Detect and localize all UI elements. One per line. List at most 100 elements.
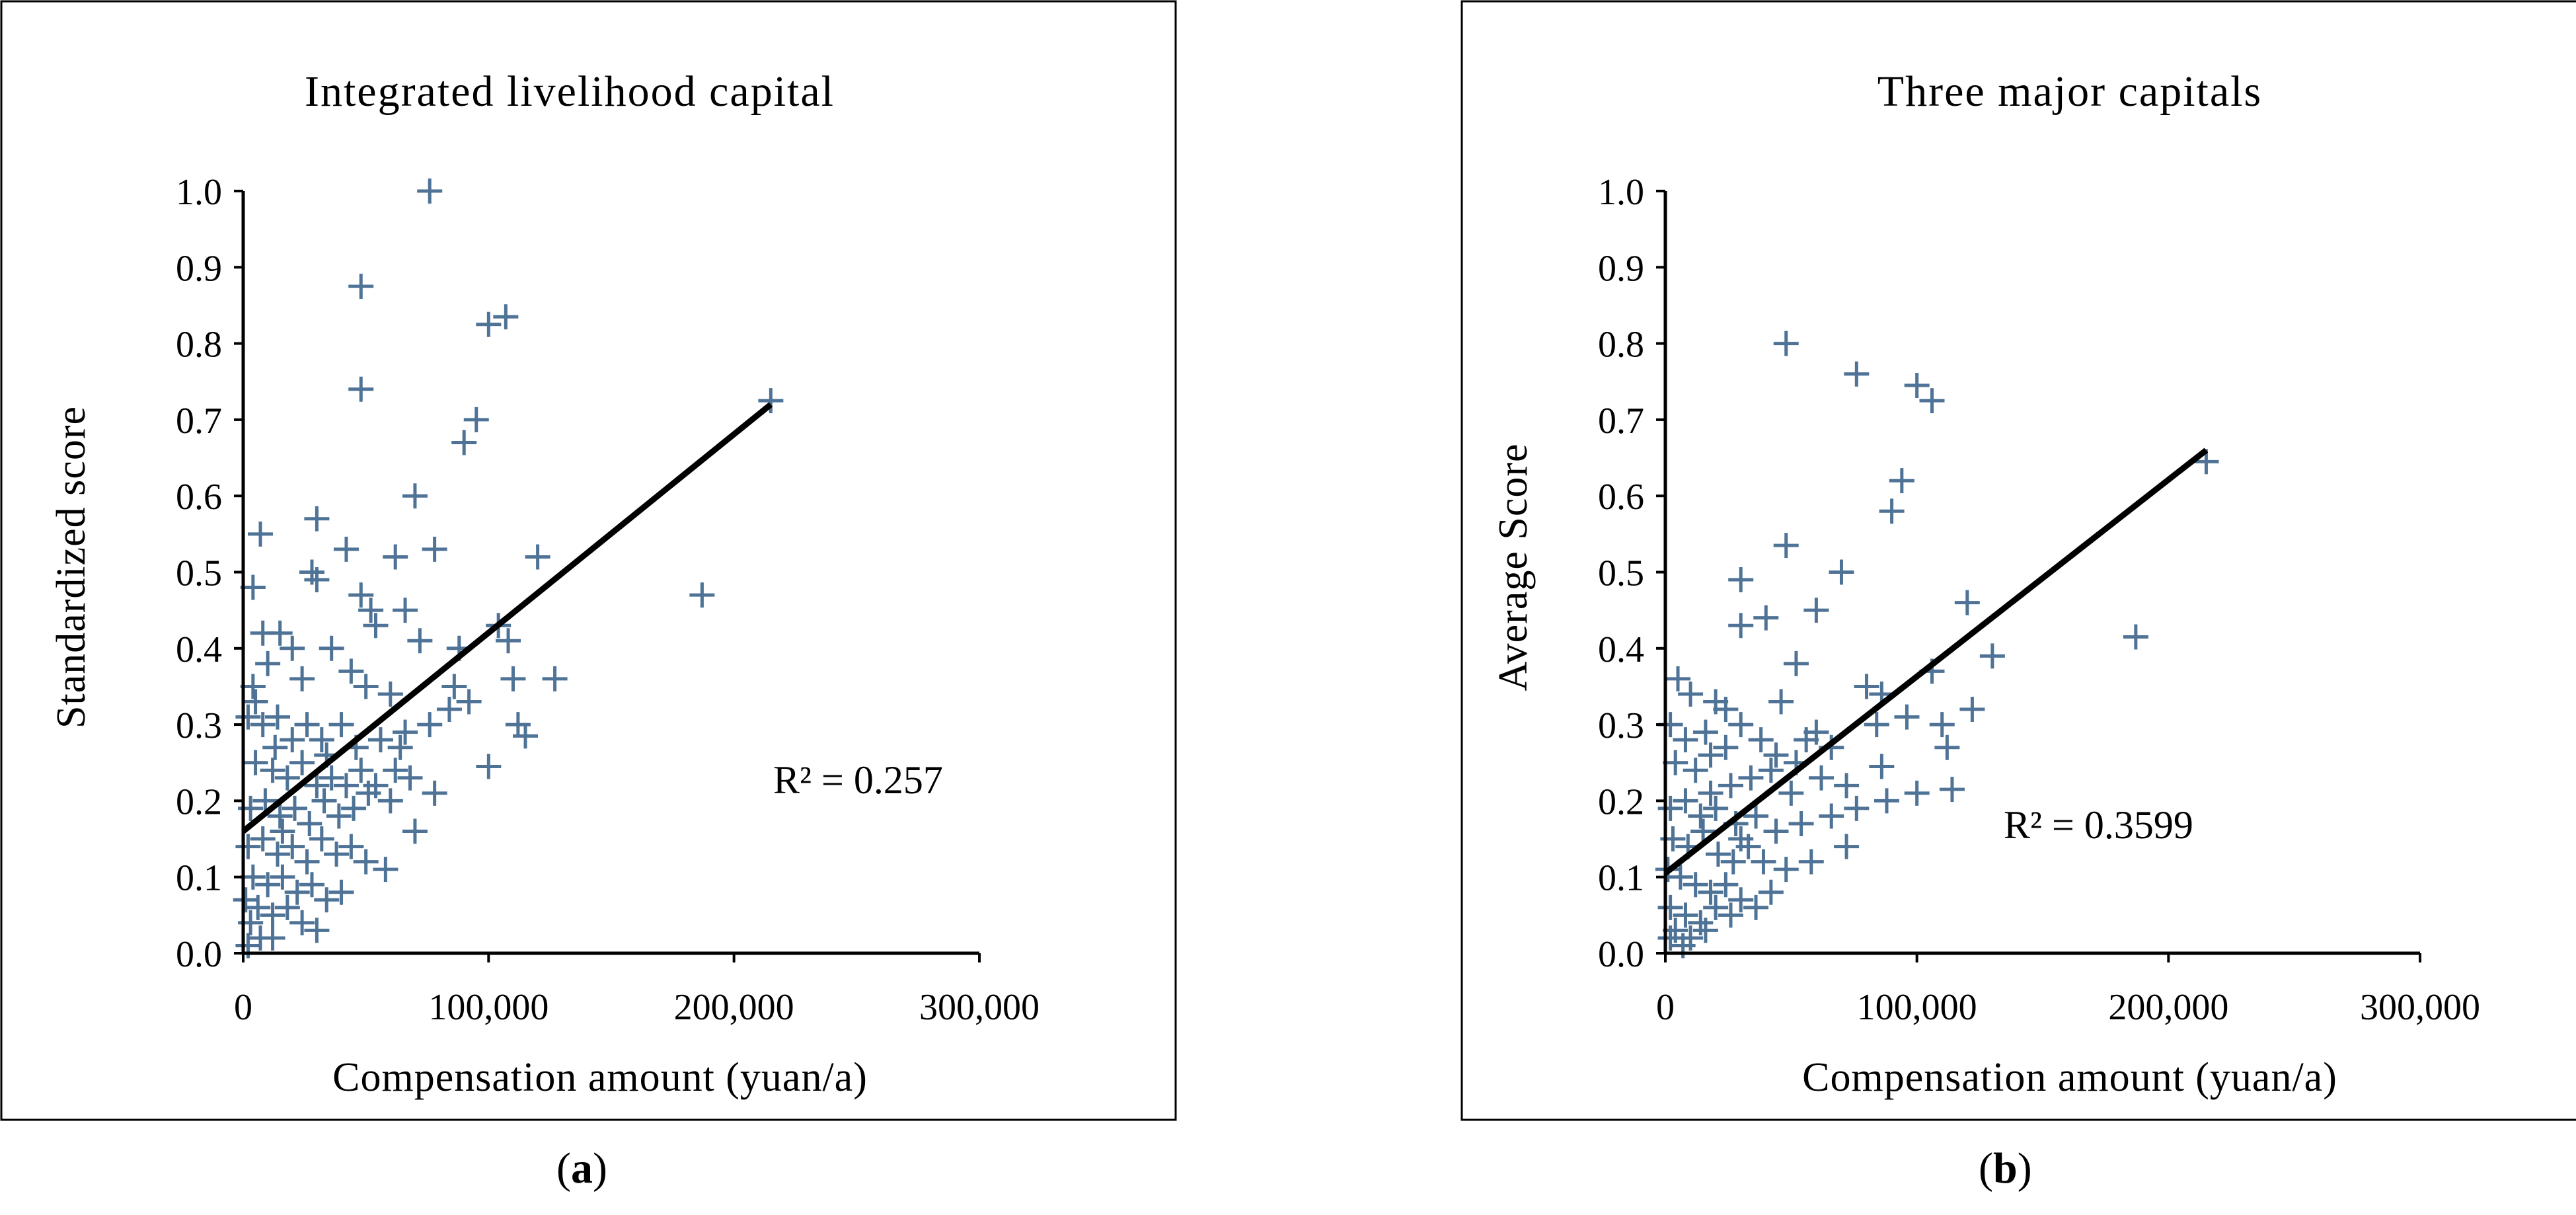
chart-a-y-tick-label-8: 0.8: [176, 325, 222, 366]
chart-a-point-57: [274, 765, 300, 791]
chart-a-point-94: [314, 887, 340, 913]
chart-a-point-8: [402, 483, 428, 509]
chart-a-point-43: [280, 727, 305, 753]
chart-a-y-tick-label-0: 0.0: [176, 934, 222, 975]
chart-b-point-12: [1728, 613, 1754, 639]
chart-a-point-65: [397, 765, 423, 791]
chart-b-point-54: [1743, 803, 1769, 829]
chart-a-y-tick-label-2: 0.2: [176, 781, 222, 822]
chart-b-y-tick-label-0: 0.0: [1598, 934, 1644, 975]
chart-b-trendline: [1663, 448, 2209, 876]
chart-b-point-56: [1788, 810, 1814, 836]
chart-a-point-48: [367, 727, 393, 753]
chart-b-point-92: [1869, 754, 1895, 779]
chart-a-point-9: [247, 521, 273, 547]
chart-a-point-91: [270, 864, 295, 890]
chart-a-point-74: [326, 803, 352, 829]
chart-b-point-48: [1904, 780, 1930, 806]
chart-a-point-86: [338, 834, 364, 859]
chart-b-point-59: [1874, 788, 1899, 814]
chart-b-x-tick-label-0: 0: [1656, 987, 1675, 1028]
chart-a-point-87: [353, 849, 379, 875]
chart-a-ylabel: Standardized score: [49, 406, 94, 728]
chart-a-point-83: [294, 849, 320, 875]
chart-a-point-4: [348, 376, 374, 402]
chart-a-point-7: [758, 388, 784, 414]
chart-b-point-93: [1713, 697, 1739, 723]
chart-a-frame: [0, 0, 1177, 1121]
chart-a-point-97: [245, 894, 271, 920]
chart-b-point-26: [1692, 719, 1718, 745]
chart-b-y-tick-label-7: 0.7: [1598, 401, 1644, 442]
chart-a-point-60: [319, 765, 344, 791]
chart-a-point-59: [304, 773, 330, 799]
chart-a-point-22: [363, 613, 389, 639]
chart-a-point-52: [456, 689, 482, 715]
chart-b-point-79: [1673, 902, 1698, 928]
chart-b-point-46: [1934, 734, 1960, 760]
chart-b-point-7: [1773, 533, 1799, 559]
chart-a-point-33: [289, 666, 315, 691]
chart-a-point-37: [441, 674, 467, 699]
chart-a-point-81: [264, 842, 290, 867]
chart-a-point-85: [324, 842, 350, 867]
caption-b-letter: b: [1992, 1144, 2018, 1193]
chart-b-point-64: [1720, 849, 1746, 875]
chart-a-point-110: [262, 734, 288, 760]
chart-b-point-74: [1713, 872, 1739, 898]
chart-b-point-33: [1864, 712, 1889, 738]
chart-b-point-85: [1692, 918, 1718, 943]
chart-a-point-61: [333, 773, 359, 799]
chart-b-point-36: [1959, 697, 1985, 723]
chart-b-point-29: [1748, 727, 1774, 753]
chart-a-point-77: [377, 788, 403, 814]
chart-a-point-13: [422, 536, 447, 562]
chart-a-point-109: [243, 689, 268, 715]
chart-a-y-tick-label-10: 1.0: [176, 172, 222, 213]
chart-b-point-39: [1698, 742, 1724, 768]
chart-b-point-91: [1728, 826, 1754, 852]
chart-a-point-24: [496, 628, 521, 654]
chart-a-title: Integrated livelihood capital: [305, 67, 835, 116]
chart-b-point-16: [1783, 650, 1809, 676]
chart-a-point-41: [250, 712, 276, 738]
chart-a-point-70: [267, 803, 293, 829]
chart-b-point-22: [1768, 689, 1794, 715]
chart-b-y-tick-label-2: 0.2: [1598, 781, 1644, 822]
chart-b-point-71: [1667, 864, 1693, 890]
chart-b-point-44: [1809, 765, 1835, 791]
chart-a-point-84: [309, 826, 334, 852]
chart-a-point-1: [348, 274, 374, 299]
chart-b-point-17: [1854, 674, 1879, 699]
chart-b-point-55: [1763, 818, 1789, 844]
chart-a-point-54: [513, 723, 539, 749]
chart-b-point-47: [1939, 777, 1965, 803]
chart-b-point-13: [1753, 605, 1779, 631]
chart-a-point-49: [393, 719, 418, 745]
chart-b-point-1: [1844, 361, 1870, 387]
chart-a-point-38: [500, 666, 526, 691]
chart-a-point-98: [260, 902, 285, 928]
chart-a-x-tick-label-3: 300,000: [919, 987, 1040, 1028]
chart-b-point-40: [1718, 773, 1743, 799]
chart-b-point-45: [1834, 773, 1860, 799]
chart-a-xlabel: Compensation amount (yuan/a): [332, 1055, 868, 1100]
chart-b-point-86: [1657, 925, 1683, 951]
chart-b-svg: Three major capitals Compensation amount…: [1460, 0, 2576, 1121]
chart-b-point-62: [1690, 818, 1716, 844]
chart-b-frame: [1460, 0, 2576, 1121]
chart-b-point-42: [1758, 758, 1784, 783]
chart-a-point-80: [250, 826, 276, 852]
chart-a-point-42: [264, 704, 290, 730]
chart-a-point-26: [407, 628, 433, 654]
chart-a-point-100: [289, 910, 315, 935]
chart-b-point-51: [1688, 803, 1714, 829]
chart-a-y-tick-label-5: 0.5: [176, 553, 222, 594]
chart-a-point-30: [280, 635, 305, 661]
chart-b-point-20: [1678, 681, 1704, 707]
chart-a-point-62: [348, 758, 374, 783]
chart-a-point-50: [417, 712, 443, 738]
chart-a-point-12: [383, 544, 408, 570]
chart-b-point-28: [1728, 712, 1754, 738]
chart-b-point-52: [1703, 795, 1729, 821]
